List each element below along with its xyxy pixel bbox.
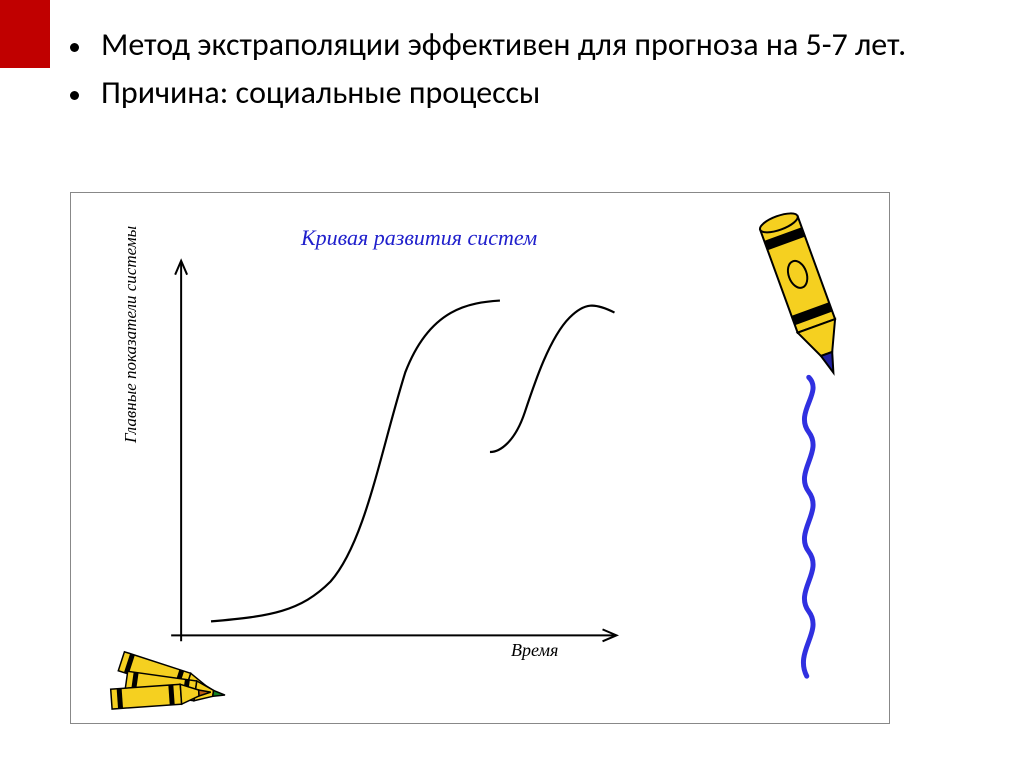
bullet-text-2: Причина: социальные процессы <box>101 73 540 113</box>
bullet-item-1: Метод экстраполяции эффективен для прогн… <box>70 25 984 65</box>
accent-bar <box>0 0 50 68</box>
s-curve-1 <box>211 301 500 622</box>
bullet-dot <box>70 43 79 52</box>
bullet-dot <box>70 91 79 100</box>
content-area: Метод экстраполяции эффективен для прогн… <box>70 25 984 121</box>
s-curve-2 <box>490 306 615 452</box>
bullet-item-2: Причина: социальные процессы <box>70 73 984 113</box>
crayon-squiggle <box>803 377 813 676</box>
chart-svg <box>71 193 889 723</box>
crayon-big <box>758 210 852 380</box>
bullet-text-1: Метод экстраполяции эффективен для прогн… <box>101 25 906 65</box>
chart-container: Кривая развития систем Главные показател… <box>70 192 890 724</box>
